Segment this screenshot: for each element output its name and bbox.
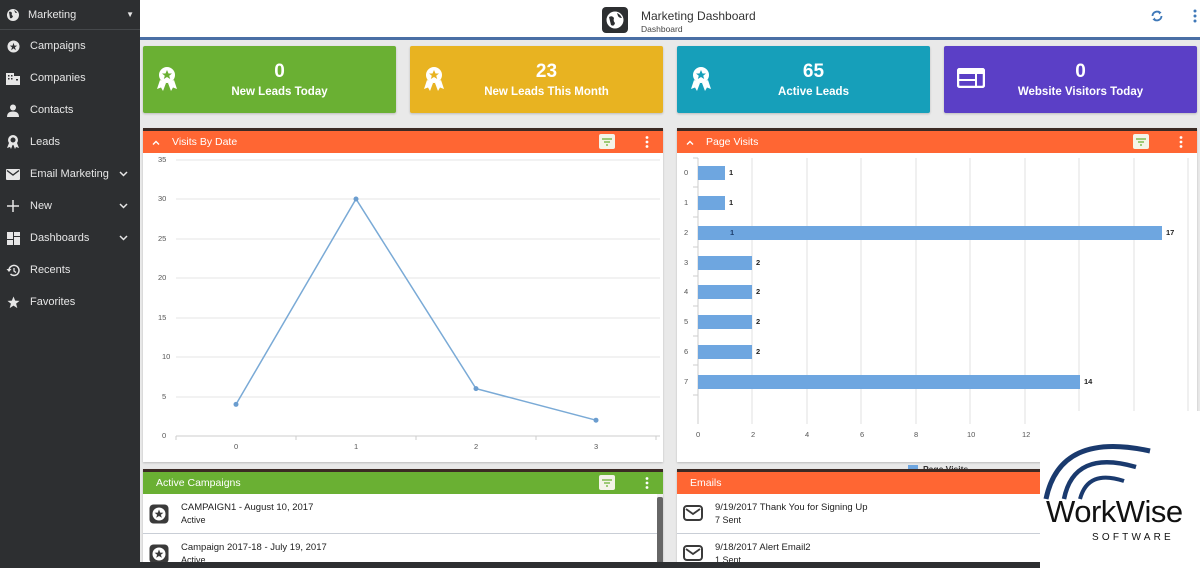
scrollbar-thumb[interactable] <box>657 497 663 567</box>
email-title: 9/19/2017 Thank You for Signing Up <box>715 501 868 513</box>
plus-icon <box>6 199 20 213</box>
kpi-value: 65 <box>802 61 825 82</box>
panel-title: Active Campaigns <box>156 477 241 489</box>
history-icon <box>6 263 20 277</box>
mail-icon <box>6 167 20 181</box>
star-circle-icon <box>6 39 20 53</box>
kpi-new-leads-this-month[interactable]: 23 New Leads This Month <box>410 46 663 113</box>
campaign-title: CAMPAIGN1 - August 10, 2017 <box>181 501 314 513</box>
bar-label: 1 <box>729 198 734 207</box>
email-title: 9/18/2017 Alert Email2 <box>715 541 811 553</box>
kpi-label: Active Leads <box>778 86 849 98</box>
ribbon-icon <box>690 66 714 92</box>
mail-icon <box>683 544 703 564</box>
collapse-icon[interactable] <box>152 137 160 148</box>
bar-label: 2 <box>756 347 761 356</box>
campaign-title: Campaign 2017-18 - July 19, 2017 <box>181 541 327 553</box>
bar-label: 14 <box>1084 377 1093 386</box>
kpi-value: 0 <box>274 61 285 82</box>
sidebar-item-leads[interactable]: Leads <box>0 126 140 158</box>
kpi-website-visitors-today[interactable]: 0 Website Visitors Today <box>944 46 1197 113</box>
panel-header: Visits By Date <box>143 128 663 153</box>
page-header: Marketing Dashboard Dashboard <box>140 0 1200 40</box>
sidebar-item-email-marketing[interactable]: Email Marketing <box>0 158 140 190</box>
active-campaigns-panel: Active Campaigns CAMPAIGN1 - August 10, … <box>143 469 663 568</box>
filter-icon[interactable] <box>599 134 615 149</box>
app-switcher[interactable]: Marketing ▼ <box>0 0 140 30</box>
scrollbar[interactable] <box>657 494 663 568</box>
email-list-item[interactable]: 9/18/2017 Alert Email2 1 Sent <box>677 534 1197 568</box>
page-visits-panel: Page Visits <box>677 128 1197 474</box>
dashboard-icon <box>6 231 20 245</box>
filter-icon[interactable] <box>1133 134 1149 149</box>
filter-icon[interactable] <box>599 475 615 490</box>
sidebar-item-recents[interactable]: Recents <box>0 254 140 286</box>
web-icon <box>956 67 986 94</box>
chevron-down-icon[interactable] <box>119 200 128 212</box>
more-vert-icon[interactable] <box>1179 135 1185 149</box>
email-sent-count: 7 Sent <box>715 514 742 525</box>
kpi-value: 0 <box>1075 61 1086 82</box>
workwise-logo: WorkWise SOFTWARE <box>1040 411 1200 568</box>
kpi-label: New Leads Today <box>231 86 328 98</box>
page-subtitle: Dashboard <box>641 24 683 34</box>
kpi-new-leads-today[interactable]: 0 New Leads Today <box>143 46 396 113</box>
more-vert-icon[interactable] <box>645 476 651 490</box>
campaign-list-item[interactable]: Campaign 2017-18 - July 19, 2017 Active <box>143 534 663 568</box>
visits-by-date-panel: Visits By Date 35 30 25 20 <box>143 128 663 462</box>
campaign-status: Active <box>181 514 206 525</box>
sidebar-item-companies[interactable]: Companies <box>0 62 140 94</box>
sidebar-item-favorites[interactable]: Favorites <box>0 286 140 318</box>
kpi-active-leads[interactable]: 65 Active Leads <box>677 46 930 113</box>
campaign-list-item[interactable]: CAMPAIGN1 - August 10, 2017 Active <box>143 494 663 534</box>
building-icon <box>6 71 20 85</box>
kpi-label: Website Visitors Today <box>1017 86 1144 98</box>
sidebar: Marketing ▼ Campaigns Companies Contacts… <box>0 0 140 568</box>
person-icon <box>6 103 20 117</box>
panel-header: Active Campaigns <box>143 469 663 494</box>
visits-line-chart: 35 30 25 20 15 10 5 0 0 1 2 3 <box>158 155 660 451</box>
globe-icon <box>602 7 628 33</box>
app-label: Marketing <box>28 8 77 21</box>
sidebar-item-new[interactable]: New <box>0 190 140 222</box>
workwise-name: WorkWise <box>1046 494 1183 529</box>
star-icon <box>6 295 20 309</box>
ribbon-icon <box>6 135 20 149</box>
sidebar-item-dashboards[interactable]: Dashboards <box>0 222 140 254</box>
bottom-strip <box>140 562 1040 568</box>
chevron-down-icon[interactable] <box>119 168 128 180</box>
refresh-icon[interactable] <box>1149 8 1165 24</box>
kpi-label: New Leads This Month <box>484 86 609 98</box>
campaign-star-icon <box>149 504 169 524</box>
panel-title: Emails <box>690 477 722 489</box>
bar-label: 1 <box>730 228 735 237</box>
bar-label: 17 <box>1166 228 1175 237</box>
campaign-star-icon <box>149 544 169 564</box>
email-sent-count: 1 Sent <box>715 554 742 565</box>
ribbon-icon <box>156 66 180 92</box>
panel-title: Page Visits <box>706 136 759 148</box>
panel-header: Page Visits <box>677 128 1197 153</box>
mail-icon <box>683 504 703 524</box>
email-list-item[interactable]: 9/19/2017 Thank You for Signing Up 7 Sen… <box>677 494 1197 534</box>
kpi-value: 23 <box>535 61 558 82</box>
more-vert-icon[interactable] <box>1192 8 1200 24</box>
caret-down-icon[interactable]: ▼ <box>126 10 134 19</box>
workwise-sub: SOFTWARE <box>1092 532 1174 543</box>
panel-title: Visits By Date <box>172 136 238 148</box>
bar-label: 1 <box>729 168 734 177</box>
more-vert-icon[interactable] <box>645 135 651 149</box>
chevron-down-icon[interactable] <box>119 232 128 244</box>
campaign-status: Active <box>181 554 206 565</box>
ribbon-icon <box>423 66 447 92</box>
collapse-icon[interactable] <box>686 137 694 148</box>
bar-label: 2 <box>756 258 761 267</box>
bar-label: 2 <box>756 317 761 326</box>
sidebar-item-contacts[interactable]: Contacts <box>0 94 140 126</box>
globe-icon <box>6 8 20 22</box>
sidebar-item-campaigns[interactable]: Campaigns <box>0 30 140 62</box>
bar-label: 2 <box>756 287 761 296</box>
page-title: Marketing Dashboard <box>641 9 756 23</box>
